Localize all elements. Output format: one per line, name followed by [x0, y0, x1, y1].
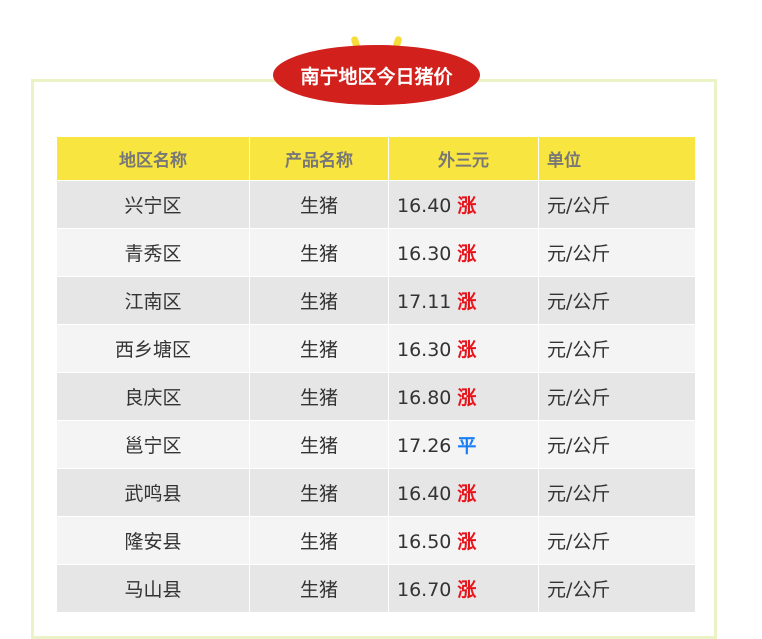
cell-price: 16.40 涨: [388, 468, 539, 517]
table-row: 良庆区 生猪 16.80 涨元/公斤: [57, 372, 696, 421]
cell-product: 生猪: [249, 276, 389, 325]
cell-price: 17.11 涨: [388, 276, 539, 325]
price-value: 17.11: [397, 291, 452, 313]
trend-badge: 涨: [457, 483, 477, 505]
table-row: 兴宁区 生猪 16.40 涨元/公斤: [57, 180, 696, 229]
price-value: 16.50: [397, 531, 452, 553]
header-region: 地区名称: [57, 137, 250, 181]
trend-badge: 涨: [457, 339, 477, 361]
cell-product: 生猪: [249, 516, 389, 565]
trend-badge: 涨: [457, 387, 477, 409]
cell-product: 生猪: [249, 468, 389, 517]
title-badge: 南宁地区今日猪价: [273, 45, 480, 105]
trend-badge: 涨: [457, 531, 477, 553]
price-value: 16.80: [397, 387, 452, 409]
cell-unit: 元/公斤: [538, 276, 696, 325]
cell-region: 兴宁区: [57, 180, 250, 229]
cell-region: 邕宁区: [57, 420, 250, 469]
price-value: 16.70: [397, 579, 452, 601]
cell-price: 16.70 涨: [388, 564, 539, 613]
cell-unit: 元/公斤: [538, 372, 696, 421]
table-row: 青秀区 生猪 16.30 涨元/公斤: [57, 228, 696, 277]
table-row: 邕宁区 生猪 17.26 平元/公斤: [57, 420, 696, 469]
cell-product: 生猪: [249, 372, 389, 421]
table-row: 西乡塘区 生猪 16.30 涨元/公斤: [57, 324, 696, 373]
cell-region: 西乡塘区: [57, 324, 250, 373]
cell-unit: 元/公斤: [538, 420, 696, 469]
table-header: 地区名称 产品名称 外三元 单位: [57, 137, 696, 181]
header-unit: 单位: [538, 137, 696, 181]
cell-unit: 元/公斤: [538, 324, 696, 373]
cell-region: 青秀区: [57, 228, 250, 277]
price-table: 地区名称 产品名称 外三元 单位 兴宁区 生猪 16.40 涨元/公斤 青秀区 生猪 16.…: [57, 137, 696, 613]
cell-unit: 元/公斤: [538, 180, 696, 229]
table-row: 马山县 生猪 16.70 涨元/公斤: [57, 564, 696, 613]
cell-price: 16.30 涨: [388, 228, 539, 277]
cell-price: 17.26 平: [388, 420, 539, 469]
table-row: 武鸣县 生猪 16.40 涨元/公斤: [57, 468, 696, 517]
cell-region: 良庆区: [57, 372, 250, 421]
price-value: 16.40: [397, 483, 452, 505]
price-value: 16.40: [397, 195, 452, 217]
trend-badge: 涨: [457, 579, 477, 601]
cell-region: 武鸣县: [57, 468, 250, 517]
cell-unit: 元/公斤: [538, 564, 696, 613]
price-value: 16.30: [397, 339, 452, 361]
cell-region: 隆安县: [57, 516, 250, 565]
cell-product: 生猪: [249, 180, 389, 229]
cell-product: 生猪: [249, 420, 389, 469]
cell-price: 16.50 涨: [388, 516, 539, 565]
trend-badge: 涨: [457, 291, 477, 313]
trend-badge: 涨: [457, 243, 477, 265]
cell-price: 16.80 涨: [388, 372, 539, 421]
table-row: 隆安县 生猪 16.50 涨元/公斤: [57, 516, 696, 565]
trend-badge: 涨: [457, 195, 477, 217]
page-title: 南宁地区今日猪价: [300, 65, 453, 88]
cell-region: 江南区: [57, 276, 250, 325]
cell-product: 生猪: [249, 564, 389, 613]
cell-price: 16.40 涨: [388, 180, 539, 229]
table-row: 江南区 生猪 17.11 涨元/公斤: [57, 276, 696, 325]
header-price: 外三元: [388, 137, 539, 181]
cell-price: 16.30 涨: [388, 324, 539, 373]
cell-unit: 元/公斤: [538, 468, 696, 517]
cell-product: 生猪: [249, 228, 389, 277]
price-value: 16.30: [397, 243, 452, 265]
cell-region: 马山县: [57, 564, 250, 613]
cell-product: 生猪: [249, 324, 389, 373]
header-product: 产品名称: [249, 137, 389, 181]
price-value: 17.26: [397, 435, 452, 457]
cell-unit: 元/公斤: [538, 228, 696, 277]
trend-badge: 平: [457, 435, 477, 457]
cell-unit: 元/公斤: [538, 516, 696, 565]
